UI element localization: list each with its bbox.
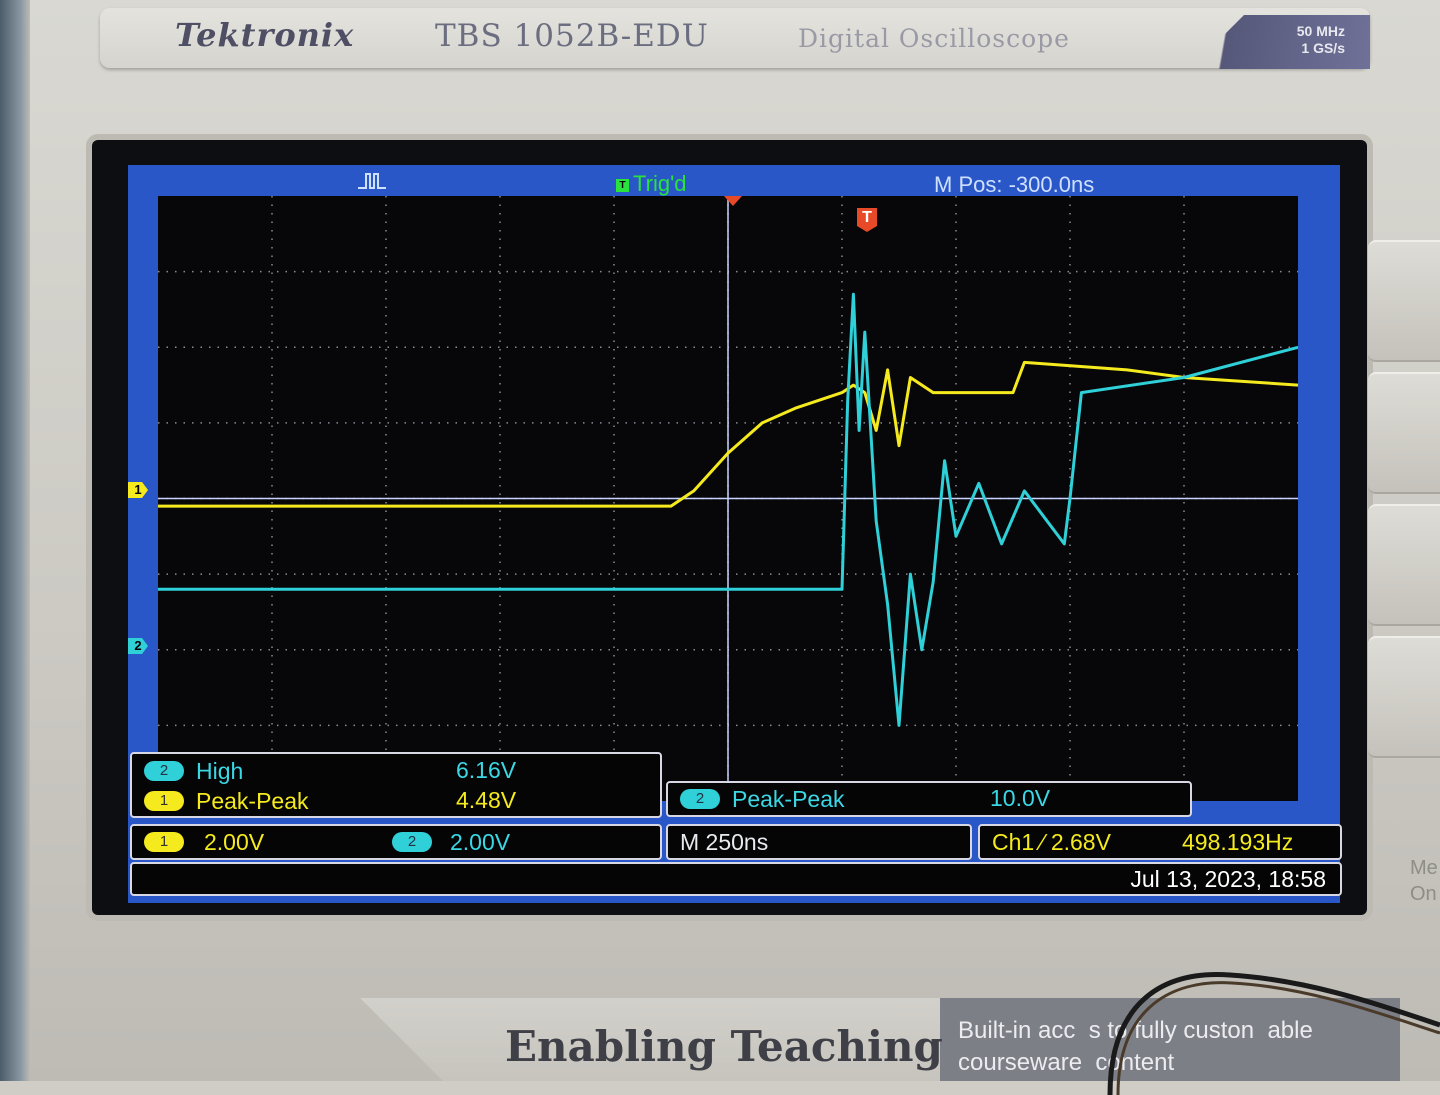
waveform-plot — [158, 196, 1299, 801]
measure-pp1-value: 4.48V — [456, 787, 517, 813]
measure-ch1-badge: 1 — [144, 791, 184, 811]
measure-pp2-label: Peak-Peak — [732, 786, 845, 812]
date-time: Jul 13, 2023, 18:58 — [1130, 866, 1326, 892]
bandwidth-label: 50 MHz — [1296, 23, 1345, 39]
measure-high-value: 6.16V — [456, 757, 517, 783]
ch1-scale: 2.00V — [204, 829, 265, 855]
courseware-text: Built-in acc s to fully custon able cour… — [958, 1015, 1378, 1079]
courseware-line-1: Built-in acc s to fully custon able — [958, 1017, 1313, 1044]
waveform-svg — [158, 196, 1299, 801]
side-menu-button-4[interactable] — [1368, 636, 1440, 758]
side-menu-button-3[interactable] — [1368, 504, 1440, 626]
ch1-scale-badge: 1 — [144, 832, 184, 852]
acquire-pulse-icon — [358, 170, 388, 198]
timebase-panel: M 250ns — [666, 824, 972, 860]
timebase-value: M 250ns — [680, 829, 769, 855]
trigger-position-arrow — [724, 196, 742, 206]
ch2-ground-marker: 2 — [128, 638, 148, 654]
measure-ch2-pp-badge: 2 — [680, 789, 720, 809]
courseware-line-2: courseware content — [958, 1049, 1175, 1076]
device-top-bar — [100, 8, 1370, 68]
sample-rate-label: 1 GS/s — [1301, 40, 1345, 56]
measurement-panel-left: 2 High 6.16V 1 Peak-Peak 4.48V — [130, 752, 662, 818]
background-edge — [0, 0, 30, 1081]
model-name: TBS 1052B-EDU — [435, 18, 709, 54]
ch2-scale: 2.00V — [450, 829, 511, 855]
ch1-ground-marker: 1 — [128, 482, 148, 498]
info-plate — [940, 998, 1400, 1081]
ch2-scale-badge: 2 — [392, 832, 432, 852]
side-menu-button-1[interactable] — [1368, 240, 1440, 362]
measure-pp1-label: Peak-Peak — [196, 788, 309, 814]
trigger-marker: T — [857, 208, 877, 232]
date-panel: Jul 13, 2023, 18:58 — [130, 862, 1342, 896]
trig-badge: T — [616, 179, 629, 192]
side-menu-button-2[interactable] — [1368, 372, 1440, 494]
horizontal-position: M Pos: -300.0ns — [934, 172, 1095, 197]
side-label-text: Me On — [1410, 857, 1438, 905]
trig-status-text: Trig'd — [633, 171, 687, 196]
trigger-frequency: 498.193Hz — [1182, 829, 1294, 855]
brand-logo: Tektronix — [175, 16, 355, 54]
measure-high-label: High — [196, 758, 244, 784]
device-subtitle: Digital Oscilloscope — [798, 24, 1070, 53]
trigger-setting: Ch1 ⁄ 2.68V — [992, 829, 1111, 855]
probe-cable — [1107, 972, 1440, 1095]
measure-pp2-value: 10.0V — [990, 785, 1051, 811]
measurement-panel-right: 2 Peak-Peak 10.0V — [666, 781, 1192, 817]
slogan-text: Enabling Teaching — [505, 1022, 943, 1071]
trigger-panel: Ch1 ⁄ 2.68V 498.193Hz — [978, 824, 1342, 860]
measure-ch2-badge: 2 — [144, 761, 184, 781]
trace-ch2 — [158, 292, 1299, 727]
trigger-status: T Trig'd — [616, 171, 687, 197]
channel-scale-panel: 1 2.00V 2 2.00V — [130, 824, 662, 860]
